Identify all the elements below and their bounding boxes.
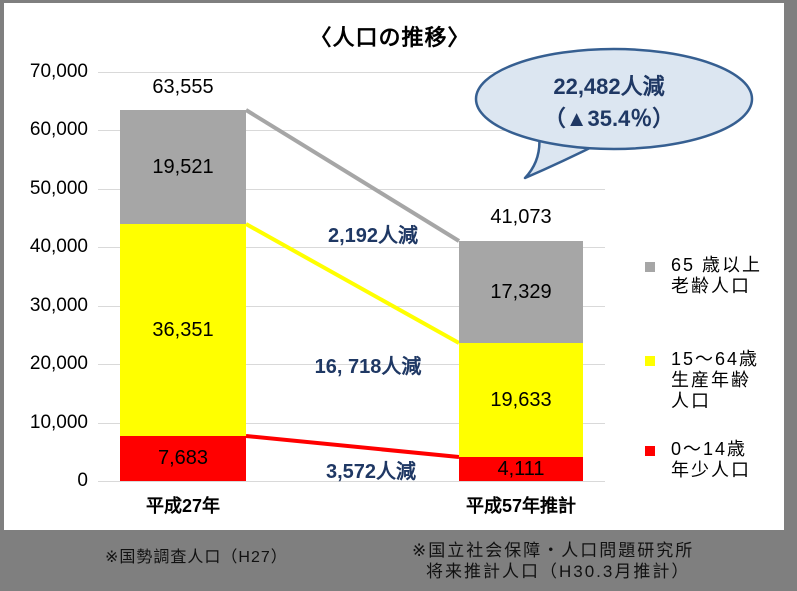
legend-item-working-line3: 人口 — [671, 391, 711, 411]
gridline-10000 — [98, 423, 605, 424]
footnote-source-projection-line2: 将来推計人口（H30.3月推計） — [426, 562, 691, 581]
x-axis-label-h27: 平成27年 — [145, 496, 221, 516]
footnote-source-h27: ※国勢調査人口（H27） — [105, 549, 288, 566]
decrease-label-old: 2,192人減 — [327, 225, 419, 247]
legend-item-working-line1: 15～64歳 — [671, 349, 760, 369]
chart-title: 〈人口の推移〉 — [309, 25, 471, 50]
bar-h57-segment-young: 4,111 — [459, 457, 583, 481]
bar-h57-total-label: 41,073 — [490, 206, 552, 228]
bar-h57-segment-old: 17,329 — [459, 241, 583, 343]
callout-line1: 22,482人減 — [553, 74, 665, 99]
bar-h27-segment-working: 36,351 — [120, 224, 246, 436]
x-axis-label-h57: 平成57年推計 — [465, 496, 577, 516]
legend-swatch-working-icon — [645, 356, 655, 366]
legend-item-old: 65 歳以上 老齢人口 — [671, 255, 789, 297]
legend-item-young-line2: 年少人口 — [671, 460, 751, 480]
bar-h27-segment-young: 7,683 — [120, 436, 246, 481]
legend-item-young: 0～14歳 年少人口 — [671, 439, 789, 481]
y-tick-label: 70,000 — [29, 61, 88, 82]
y-tick-label: 30,000 — [29, 295, 88, 316]
legend-item-working-line2: 生産年齢 — [671, 370, 751, 390]
gridline-70000 — [98, 72, 605, 73]
bar-h27-total-label: 63,555 — [152, 76, 214, 98]
y-tick-label: 10,000 — [29, 412, 88, 433]
y-tick-label: 60,000 — [29, 119, 88, 140]
y-tick-label: 40,000 — [29, 236, 88, 257]
legend-item-old-line2: 老齢人口 — [671, 276, 751, 296]
bar-h27-working-value: 36,351 — [152, 318, 214, 341]
y-tick-label: 0 — [77, 470, 88, 491]
bar-h57-young-value: 4,111 — [497, 457, 545, 480]
footnote-source-projection: ※国立社会保障・人口問題研究所 将来推計人口（H30.3月推計） — [412, 540, 694, 582]
decrease-label-working: 16, 718人減 — [314, 356, 422, 378]
decrease-label-young: 3,572人減 — [325, 461, 417, 483]
bar-h57-segment-working: 19,633 — [459, 343, 583, 457]
gridline-0 — [98, 481, 605, 482]
gridline-20000 — [98, 364, 605, 365]
bar-h27-young-value: 7,683 — [157, 447, 209, 469]
legend-item-young-line1: 0～14歳 — [671, 439, 748, 459]
y-tick-label: 50,000 — [29, 178, 88, 199]
legend-swatch-young-icon — [645, 446, 655, 456]
bar-h57-old-value: 17,329 — [490, 280, 552, 303]
legend-swatch-old-icon — [645, 262, 655, 272]
callout-line2: （▲35.4％） — [543, 106, 675, 131]
legend-item-old-line1: 65 歳以上 — [671, 255, 763, 275]
footnote-source-projection-line1: ※国立社会保障・人口問題研究所 — [412, 541, 695, 560]
bar-h57-working-value: 19,633 — [490, 388, 552, 411]
legend-item-working: 15～64歳 生産年齢 人口 — [671, 349, 789, 412]
bar-h27-segment-old: 19,521 — [120, 110, 246, 224]
y-tick-label: 20,000 — [29, 353, 88, 374]
bar-h27-old-value: 19,521 — [152, 155, 214, 178]
